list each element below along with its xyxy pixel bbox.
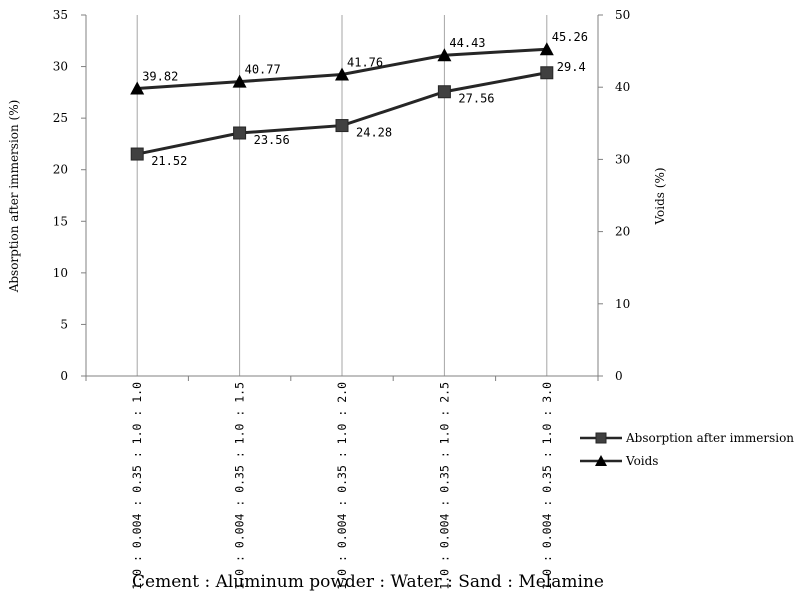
right-tick-label: 40 <box>615 80 630 94</box>
absorption-point <box>437 85 451 99</box>
left-tick-label: 10 <box>53 266 68 280</box>
voids-point <box>539 42 554 56</box>
voids-data-label: 45.26 <box>552 30 588 44</box>
right-tick-label: 10 <box>615 297 630 311</box>
voids-data-label: 40.77 <box>245 63 281 77</box>
left-tick-label: 20 <box>53 163 68 177</box>
absorption-point <box>130 147 144 161</box>
category-label: 1.0 : 0.004 : 0.35 : 1.0 : 1.0 <box>130 382 144 590</box>
absorption-point <box>335 119 349 133</box>
voids-data-label: 44.43 <box>449 36 485 50</box>
left-tick-label: 35 <box>53 8 68 22</box>
voids-data-label: 41.76 <box>347 55 383 69</box>
absorption-point <box>540 66 554 80</box>
absorption-data-label: 21.52 <box>151 154 187 168</box>
category-label: 1.0 : 0.004 : 0.35 : 1.0 : 3.0 <box>540 382 554 590</box>
legend: Absorption after immersion Voids <box>580 431 794 468</box>
category-labels: 1.0 : 0.004 : 0.35 : 1.0 : 1.0 1.0 : 0.00… <box>130 382 554 590</box>
absorption-data-label: 24.28 <box>356 126 392 140</box>
data-labels: 21.52 23.56 24.28 27.56 29.4 39.82 40.77 41.76 4… <box>142 30 588 168</box>
voids-point <box>335 67 349 81</box>
left-tick-label: 15 <box>53 214 68 228</box>
category-label: 1.0 : 0.004 : 0.35 : 1.0 : 2.5 <box>437 382 451 590</box>
absorption-point <box>233 126 247 140</box>
voids-point <box>130 81 145 95</box>
left-axis-ticks: 0 5 10 15 20 25 30 35 <box>53 8 86 383</box>
left-tick-label: 30 <box>53 60 68 74</box>
right-tick-label: 50 <box>615 8 630 22</box>
axes <box>85 15 599 381</box>
absorption-data-label: 29.4 <box>557 60 586 74</box>
series <box>130 42 554 161</box>
right-axis-title: Voids (%) <box>653 167 667 225</box>
voids-point <box>232 74 247 88</box>
left-axis-title: Absorption after immersion (%) <box>7 100 21 294</box>
voids-point <box>437 48 452 62</box>
x-axis-title: Cement : Aluminum powder : Water : Sand … <box>132 572 604 592</box>
legend-marker-square <box>595 432 607 444</box>
left-tick-label: 25 <box>53 111 68 125</box>
absorption-data-label: 23.56 <box>254 133 290 147</box>
right-tick-label: 0 <box>615 369 623 383</box>
absorption-data-label: 27.56 <box>458 92 494 106</box>
category-label: 1.0 : 0.004 : 0.35 : 1.0 : 2.0 <box>335 382 349 590</box>
voids-data-label: 39.82 <box>142 69 178 83</box>
legend-label-absorption: Absorption after immersion <box>625 431 794 445</box>
right-tick-label: 20 <box>615 225 630 239</box>
legend-label-voids: Voids <box>625 454 658 468</box>
legend-marker-triangle <box>595 455 607 466</box>
category-label: 1.0 : 0.004 : 0.35 : 1.0 : 1.5 <box>233 382 247 590</box>
left-tick-label: 0 <box>60 369 68 383</box>
left-tick-label: 5 <box>60 317 68 331</box>
right-tick-label: 30 <box>615 152 630 166</box>
right-axis-ticks: 0 10 20 30 40 50 <box>598 8 630 383</box>
